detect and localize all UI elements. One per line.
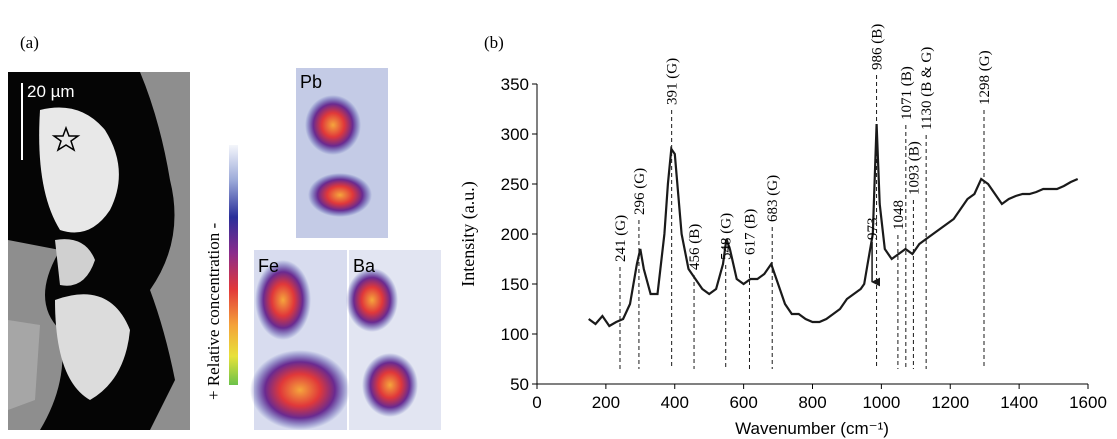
- peak-label: 296 (G): [632, 168, 648, 215]
- y-tick-label: 200: [501, 225, 529, 244]
- y-tick-label: 150: [501, 275, 529, 294]
- y-tick-label: 350: [501, 75, 529, 94]
- x-tick-label: 1600: [1069, 393, 1107, 412]
- spectrum-line: [588, 123, 1079, 328]
- peak-label: 456 (B): [687, 224, 703, 270]
- sem-image: [8, 72, 190, 430]
- x-tick-label: 1400: [1000, 393, 1038, 412]
- map-label: Fe: [258, 256, 279, 276]
- x-tick-label: 600: [729, 393, 757, 412]
- peak-label: 548 (G): [719, 213, 735, 260]
- peak-label: 973: [865, 218, 881, 241]
- y-tick-label: 100: [501, 325, 529, 344]
- peak-label: 1298 (G): [977, 50, 993, 105]
- panel-label: (b): [484, 33, 504, 52]
- peak-label: 1093 (B): [906, 141, 922, 195]
- colorbar: [229, 145, 238, 385]
- element-maps: [250, 68, 441, 430]
- peak-label: 1130 (B & G): [919, 47, 935, 130]
- x-tick-label: 0: [532, 393, 541, 412]
- y-tick-label: 300: [501, 125, 529, 144]
- y-tick-label: 250: [501, 175, 529, 194]
- peak-label: 1071 (B): [899, 66, 915, 120]
- peak-label: 391 (G): [665, 58, 681, 105]
- peak-label: 1048: [891, 200, 907, 230]
- peak-label: 683 (G): [765, 175, 781, 222]
- x-tick-label: 1000: [862, 393, 900, 412]
- y-axis-label: Intensity (a.u.): [458, 181, 479, 286]
- scale-bar-label: 20 µm: [27, 82, 75, 101]
- peak-label: 241 (G): [613, 215, 629, 262]
- peak-label: 617 (B): [742, 209, 758, 255]
- colorbar-label: + Relative concentration -: [204, 223, 223, 400]
- y-tick-label: 50: [510, 375, 529, 394]
- x-tick-label: 800: [798, 393, 826, 412]
- x-tick-label: 200: [592, 393, 620, 412]
- x-tick-label: 400: [661, 393, 689, 412]
- x-axis-label: Wavenumber (cm⁻¹): [735, 419, 889, 438]
- panel-label: (a): [20, 33, 39, 52]
- peak-label: 986 (B): [870, 24, 886, 70]
- x-tick-label: 1200: [931, 393, 969, 412]
- map-label: Ba: [353, 256, 376, 276]
- map-label: Pb: [300, 72, 322, 92]
